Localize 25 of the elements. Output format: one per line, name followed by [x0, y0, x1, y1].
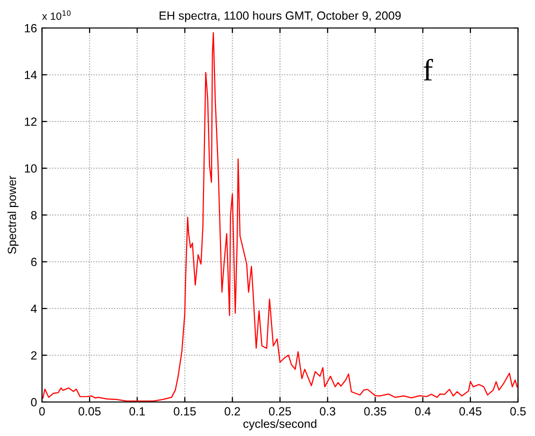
y-tick-label: 2 [31, 351, 37, 360]
y-tick-label: 8 [31, 211, 37, 220]
y-tick-label: 14 [24, 70, 37, 80]
y-tick-label: 16 [24, 24, 37, 32]
x-tick-label: 0.35 [364, 407, 386, 416]
x-tick-label: 0.1 [129, 407, 145, 416]
x-tick-label: 0.2 [224, 407, 240, 416]
chart-title: EH spectra, 1100 hours GMT, October 9, 2009 [160, 11, 401, 22]
text: x 10$^{10}$ [42, 10, 71, 20]
x-tick-label: 0.15 [174, 407, 196, 416]
x-tick-label: 0.5 [510, 407, 526, 416]
x-tick-label: 0 [39, 407, 45, 416]
y-tick-label: 6 [31, 258, 37, 266]
y-axis-title: Spectral power [7, 176, 18, 254]
y-tick-label: 4 [30, 304, 37, 313]
y-tick-label: 12 [24, 118, 37, 126]
x-tick-label: 0.3 [320, 407, 336, 416]
annotation: f [424, 58, 433, 80]
y-tick-label: 10 [24, 164, 37, 173]
x-tick-label: 0.4 [415, 407, 431, 416]
y-tick-label: 0 [31, 398, 37, 406]
x-axis-title: cycles/second [243, 419, 316, 430]
x-tick-label: 0.05 [78, 407, 101, 416]
x-tick-label: 0.25 [268, 407, 291, 416]
x-tick-label: 0.45 [459, 407, 482, 416]
